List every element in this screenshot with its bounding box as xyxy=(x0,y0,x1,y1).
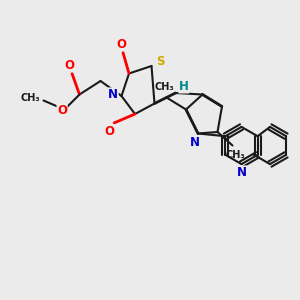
Text: N: N xyxy=(108,88,118,101)
Text: O: O xyxy=(57,104,67,118)
Text: H: H xyxy=(179,80,189,93)
Text: N: N xyxy=(237,166,247,179)
Text: O: O xyxy=(116,38,127,51)
Text: CH₃: CH₃ xyxy=(225,150,245,160)
Text: O: O xyxy=(64,58,74,72)
Text: CH₃: CH₃ xyxy=(154,82,174,92)
Text: CH₃: CH₃ xyxy=(20,93,40,103)
Text: O: O xyxy=(104,125,115,138)
Text: N: N xyxy=(190,136,200,149)
Text: S: S xyxy=(156,55,164,68)
